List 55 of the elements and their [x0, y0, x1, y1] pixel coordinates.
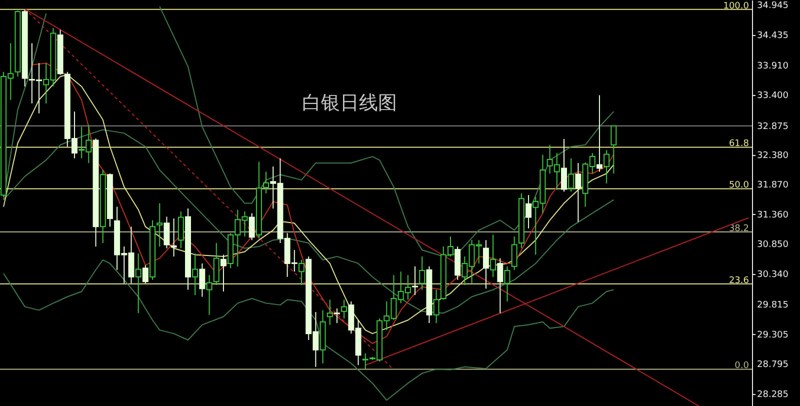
y-tick-label: 33.910 — [757, 61, 789, 72]
candlestick — [192, 253, 198, 296]
annotation: 100.0 — [723, 1, 750, 12]
candlestick — [164, 216, 170, 249]
annotation: 0.0 — [734, 361, 750, 372]
candlestick — [419, 256, 426, 290]
candlestick — [482, 240, 489, 290]
y-tick-label: 32.875 — [757, 122, 788, 132]
candlestick — [248, 212, 255, 241]
candlestick — [298, 259, 304, 286]
candlestick — [220, 254, 226, 292]
candlestick — [610, 125, 617, 174]
candlestick — [433, 289, 440, 324]
annotation: 23.6 — [728, 276, 750, 286]
candlestick — [362, 352, 368, 370]
candlestick — [206, 274, 212, 316]
candlestick — [575, 162, 582, 222]
candlestick — [213, 242, 220, 286]
y-tick-label: 29.305 — [757, 330, 788, 340]
candlestick — [178, 210, 184, 249]
candlestick — [604, 150, 610, 184]
annotation: 38.2 — [728, 224, 749, 234]
annotation: 50.0 — [728, 180, 750, 191]
candlestick — [511, 236, 518, 270]
candlestick — [170, 218, 177, 257]
y-tick-label: 28.285 — [757, 390, 788, 400]
candlestick — [326, 299, 333, 326]
y-tick-label: 31.360 — [757, 210, 789, 220]
candlestick — [490, 234, 496, 278]
annotation: 61.8 — [728, 139, 750, 150]
y-tick-label: 29.815 — [757, 300, 788, 311]
y-tick-label: 31.870 — [757, 180, 789, 191]
y-tick-label: 28.795 — [757, 360, 788, 370]
text: 白银日线图 — [302, 92, 398, 114]
candlestick — [497, 258, 504, 314]
candlestick — [156, 202, 163, 248]
line-series — [3, 259, 614, 401]
candlestick — [142, 264, 148, 284]
y-tick-label: 34.945 — [757, 0, 788, 11]
candlestick — [568, 158, 574, 192]
candlestick — [199, 262, 206, 298]
y-tick-label: 30.340 — [757, 270, 789, 280]
y-tick-label: 33.400 — [757, 91, 789, 102]
candlestick — [561, 138, 567, 192]
y-tick-label: 34.435 — [757, 30, 788, 41]
candlestick — [341, 299, 348, 319]
y-tick-label: 30.850 — [757, 240, 789, 250]
line-series — [159, 6, 614, 257]
candlestick — [504, 266, 510, 302]
candlestick — [135, 253, 142, 314]
y-tick-label: 32.380 — [757, 150, 789, 161]
candlestick — [526, 194, 532, 229]
candlestick — [334, 308, 340, 324]
candlestick — [596, 94, 602, 172]
candlestick — [412, 266, 418, 296]
